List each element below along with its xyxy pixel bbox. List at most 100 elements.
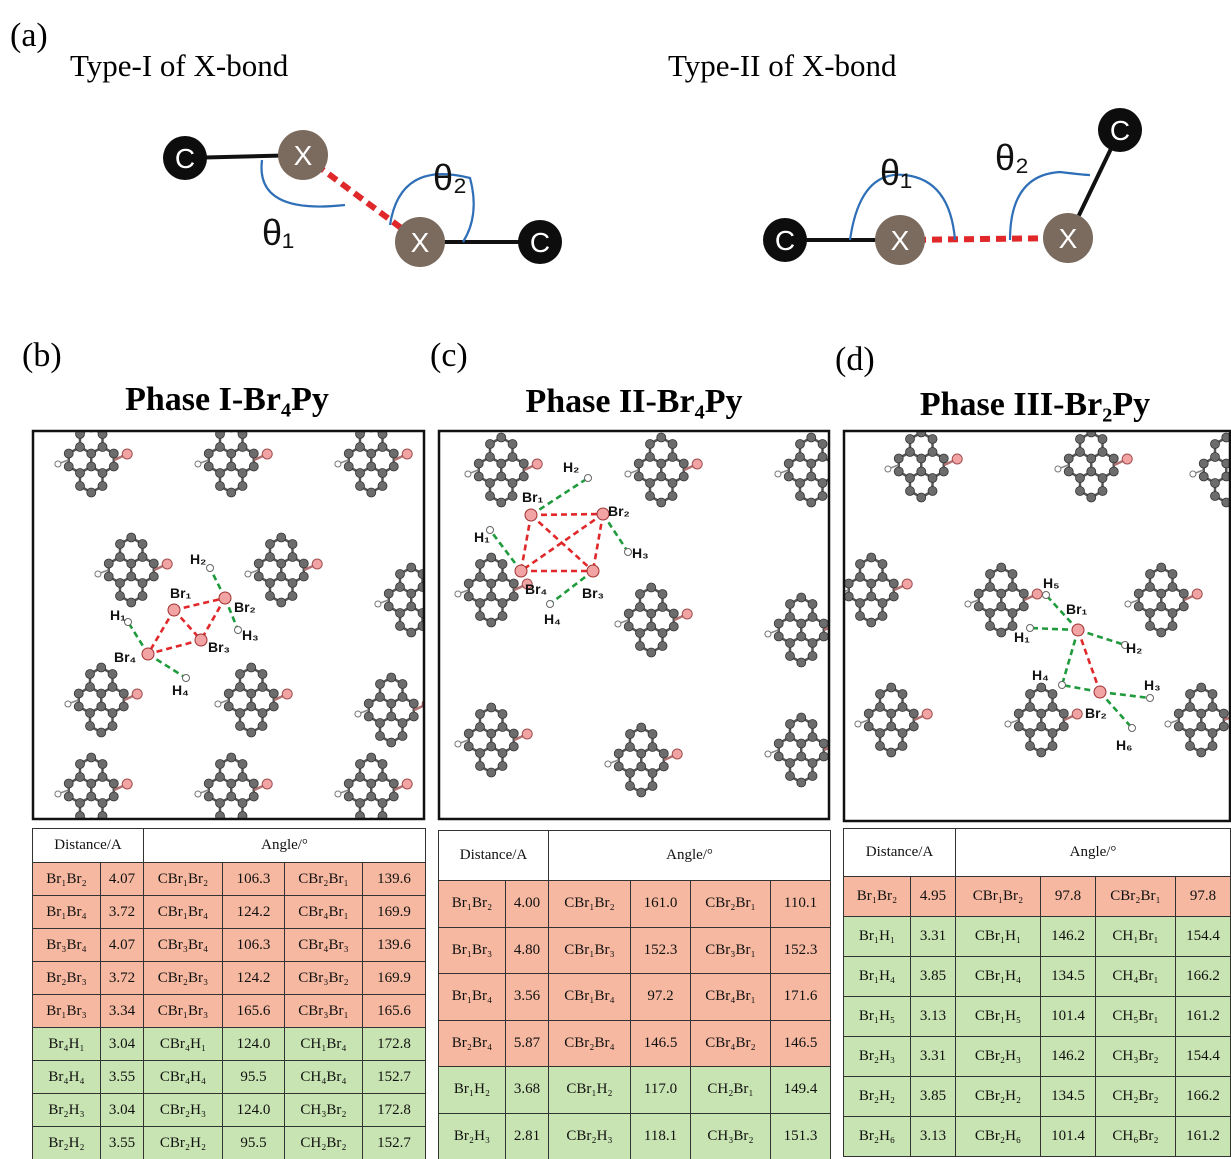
table-cell: 166.2 (1176, 957, 1231, 997)
carbon-atom (396, 622, 405, 631)
carbon-atom (626, 743, 635, 752)
table-row: Br₂Br₄5.87CBr₂Br₄146.5CBr₄Br₂146.5 (439, 1020, 831, 1067)
table-cell: 149.4 (771, 1067, 831, 1114)
atom-label: Br₂ (608, 503, 630, 519)
table-cell: 124.0 (223, 1028, 285, 1061)
carbon-atom (797, 593, 806, 602)
table-row: Br₁Br₂4.95CBr₁Br₂97.8CBr₂Br₁97.8 (844, 877, 1231, 917)
carbon-atom (786, 733, 795, 742)
carbon-atom (498, 599, 507, 608)
carbon-atom (108, 709, 117, 718)
carbon-atom (636, 642, 645, 651)
bromine-atom (922, 709, 932, 719)
angle-label: θ₁ (262, 212, 294, 253)
table-row: Br₁Br₄3.56CBr₁Br₄97.2CBr₄Br₁171.6 (439, 974, 831, 1021)
carbon-atom (1186, 729, 1195, 738)
bromine-atom (832, 619, 842, 629)
carbon-atom (797, 619, 806, 628)
table-cell: Br₂H₂ (844, 1077, 911, 1117)
carbon-atom (487, 618, 496, 627)
atom-label: C (1110, 115, 1130, 146)
carbon-atom (808, 720, 817, 729)
carbon-atom (1197, 709, 1206, 718)
carbon-atom (204, 792, 213, 801)
hydrogen-atom (615, 621, 621, 627)
hydrogen-atom (775, 471, 781, 477)
table-cell: CBr₃Br₄ (144, 929, 223, 962)
carbon-atom (216, 799, 225, 808)
carbon-atom (378, 469, 387, 478)
table-cell: 154.4 (1176, 1037, 1231, 1077)
table-cell: CBr₂H₃ (144, 1094, 223, 1127)
table-cell: 124.2 (223, 962, 285, 995)
carbon-atom (227, 462, 236, 471)
hydrogen-atom (765, 751, 771, 757)
carbon-atom (389, 462, 398, 471)
carbon-atom (659, 762, 668, 771)
atom-label: C (175, 143, 195, 174)
hydrogen-atom (1059, 682, 1066, 689)
carbon-atom (898, 742, 907, 751)
carbon-atom (497, 459, 506, 468)
carbon-atom (1219, 709, 1228, 718)
carbon-atom (864, 709, 873, 718)
carbon-atom (227, 449, 236, 458)
table-cell: 97.8 (1176, 877, 1231, 917)
carbon-atom (409, 699, 418, 708)
carbon-atom (796, 440, 805, 449)
table-cell: Br₂H₃ (33, 1094, 101, 1127)
carbon-atom (626, 769, 635, 778)
carbon-atom (487, 592, 496, 601)
hydrogen-atom (65, 701, 71, 707)
atom-label: Br₁ (1066, 601, 1088, 617)
carbon-atom (797, 713, 806, 722)
carbon-atom (647, 609, 656, 618)
carbon-atom (1059, 722, 1068, 731)
carbon-atom (127, 598, 136, 607)
carbon-atom (867, 579, 876, 588)
carbon-atom (418, 622, 427, 631)
carbon-atom (384, 602, 393, 611)
carbon-atom (486, 479, 495, 488)
carbon-atom (109, 792, 118, 801)
carbon-atom (1048, 703, 1057, 712)
carbon-atom (509, 729, 518, 738)
bromine-atom (1072, 624, 1084, 636)
carbon-atom (87, 779, 96, 788)
header-cell: Angle/° (549, 831, 831, 881)
table-cell: CBr₄H₄ (144, 1061, 223, 1094)
carbon-atom (509, 742, 518, 751)
carbon-atom (1026, 729, 1035, 738)
table-cell: Br₁Br₃ (439, 927, 506, 974)
data-table: Distance/AAngle/°Br₁Br₂4.00CBr₁Br₂161.0C… (438, 830, 831, 1159)
carbon-atom (1037, 709, 1046, 718)
carbon-atom (878, 599, 887, 608)
hydrogen-atom (335, 461, 341, 467)
table-cell: Br₁Br₄ (33, 896, 101, 929)
table-cell: Br₂Br₃ (33, 962, 101, 995)
carbon-atom (906, 435, 915, 444)
atom-label: H₃ (1144, 677, 1161, 693)
carbon-atom (659, 749, 668, 758)
carbon-atom (1109, 467, 1118, 476)
carbon-atom (497, 433, 506, 442)
carbon-atom (668, 492, 677, 501)
table-cell: Br₁Br₂ (439, 881, 506, 928)
table-cell: 134.5 (1041, 957, 1096, 997)
carbon-atom (498, 560, 507, 569)
table-cell: 152.7 (363, 1061, 426, 1094)
atom-label: Br₄ (114, 649, 136, 665)
carbon-atom (398, 732, 407, 741)
table-cell: Br₃Br₄ (33, 929, 101, 962)
carbon-atom (356, 482, 365, 491)
header-cell: Distance/A (844, 829, 956, 877)
hydrogen-atom (55, 791, 61, 797)
atom-label: X (1059, 223, 1078, 254)
carbon-atom (396, 570, 405, 579)
carbon-atom (398, 693, 407, 702)
carbon-atom (1014, 709, 1023, 718)
carbon-atom (898, 703, 907, 712)
carbon-atom (367, 792, 376, 801)
carbon-atom (418, 583, 427, 592)
panel-title: Phase III-Br₂Py (920, 386, 1150, 423)
